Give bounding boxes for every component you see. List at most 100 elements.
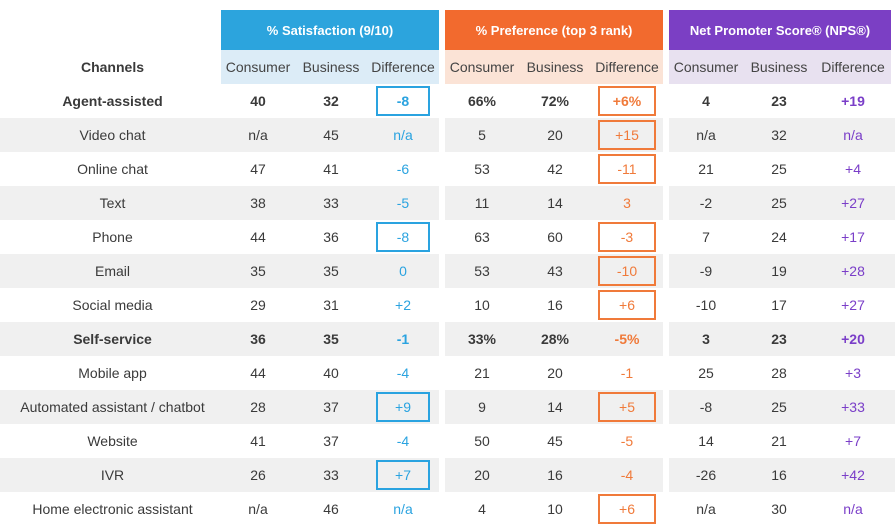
pref-business-cell: 16 [547, 467, 563, 483]
sat-business-cell: 33 [323, 195, 339, 211]
nps-difference-cell: +7 [845, 433, 861, 449]
channel-label: Self-service [73, 331, 152, 347]
pref-business-cell: 14 [547, 399, 563, 415]
pref-business-cell: 10 [547, 501, 563, 517]
sat-consumer-cell: 40 [250, 93, 266, 109]
pref-business-cell: 72% [540, 93, 570, 109]
pref-business-cell: 14 [547, 195, 563, 211]
channel-label: Home electronic assistant [32, 501, 193, 517]
nps-difference-cell: +27 [841, 297, 865, 313]
satisfaction-header: % Satisfaction (9/10) [221, 10, 439, 50]
nps-consumer-cell: -9 [699, 263, 713, 279]
sat-business-cell: 45 [323, 127, 339, 143]
nps-business-header: Business [743, 50, 815, 84]
pref-consumer-cell: 50 [474, 433, 490, 449]
pref-business-cell: 43 [547, 263, 563, 279]
sat-difference-cell: -4 [396, 433, 410, 449]
pref-consumer-cell: 53 [474, 263, 490, 279]
pref-consumer-cell: 10 [474, 297, 490, 313]
nps-consumer-cell: 3 [702, 331, 710, 347]
pref-business-cell: 20 [547, 127, 563, 143]
table-row: Social media 29 31 +2 10 16 +6 -10 17 +27 [0, 288, 895, 322]
nps-business-cell: 32 [771, 127, 787, 143]
sat-difference-cell: +2 [395, 297, 411, 313]
pref-difference-cell: +15 [615, 127, 639, 143]
pref-consumer-cell: 33% [467, 331, 497, 347]
pref-consumer-cell: 53 [474, 161, 490, 177]
channel-label: Online chat [77, 161, 148, 177]
pref-difference-cell: -3 [620, 229, 634, 245]
nps-consumer-cell: -8 [699, 399, 713, 415]
table-row: Automated assistant / chatbot 28 37 +9 9 14 +5… [0, 390, 895, 424]
sat-consumer-cell: 35 [250, 263, 266, 279]
pref-difference-cell: -5 [620, 433, 634, 449]
pref-difference-cell: -4 [620, 467, 634, 483]
channel-label: Phone [92, 229, 133, 245]
sat-consumer-cell: 44 [250, 365, 266, 381]
sat-difference-cell: n/a [393, 501, 413, 517]
sat-consumer-cell: 41 [250, 433, 266, 449]
nps-business-cell: 17 [771, 297, 787, 313]
nps-business-cell: 30 [771, 501, 787, 517]
table-row: Mobile app 44 40 -4 21 20 -1 25 28 +3 [0, 356, 895, 390]
pref-consumer-cell: 5 [478, 127, 486, 143]
table-row: Agent-assisted 40 32 -8 66% 72% +6% 4 23 +19 [0, 84, 895, 118]
sat-difference-cell: -4 [396, 365, 410, 381]
channel-label: Automated assistant / chatbot [20, 399, 205, 415]
channel-label: Email [94, 263, 130, 279]
sat-business-cell: 35 [323, 331, 339, 347]
table-row: Website 41 37 -4 50 45 -5 14 21 +7 [0, 424, 895, 458]
nps-consumer-cell: 25 [698, 365, 714, 381]
nps-consumer-cell: 4 [702, 93, 710, 109]
pref-consumer-cell: 20 [474, 467, 490, 483]
nps-header: Net Promoter Score® (NPS®) [669, 10, 891, 50]
sat-difference-cell: +7 [395, 467, 411, 483]
nps-business-cell: 25 [771, 161, 787, 177]
sat-difference-cell: +9 [395, 399, 411, 415]
nps-difference-cell: +3 [845, 365, 861, 381]
sat-business-cell: 37 [323, 433, 339, 449]
sat-consumer-cell: 28 [250, 399, 266, 415]
nps-business-cell: 16 [771, 467, 787, 483]
pref-consumer-cell: 63 [474, 229, 490, 245]
pref-consumer-cell: 4 [478, 501, 486, 517]
nps-difference-cell: +17 [841, 229, 865, 245]
sat-business-cell: 35 [323, 263, 339, 279]
nps-difference-cell: +42 [841, 467, 865, 483]
table-row: Email 35 35 0 53 43 -10 -9 19 +28 [0, 254, 895, 288]
sat-business-cell: 36 [323, 229, 339, 245]
table-row: Home electronic assistant n/a 46 n/a 4 10 +6 n/… [0, 492, 895, 526]
pref-consumer-header: Consumer [445, 50, 519, 84]
channel-label: Website [87, 433, 138, 449]
pref-business-cell: 16 [547, 297, 563, 313]
pref-difference-cell: +6 [619, 501, 635, 517]
channel-label: Mobile app [78, 365, 147, 381]
nps-consumer-cell: n/a [696, 501, 716, 517]
table-row: Phone 44 36 -8 63 60 -3 7 24 +17 [0, 220, 895, 254]
sat-business-cell: 40 [323, 365, 339, 381]
nps-difference-cell: +4 [845, 161, 861, 177]
nps-consumer-cell: 7 [702, 229, 710, 245]
pref-difference-cell: +6% [612, 93, 642, 109]
sat-difference-cell: n/a [393, 127, 413, 143]
channels-column-header: Channels [80, 59, 144, 75]
sat-consumer-cell: 29 [250, 297, 266, 313]
table-row: Text 38 33 -5 11 14 3 -2 25 +27 [0, 186, 895, 220]
nps-business-cell: 19 [771, 263, 787, 279]
sat-consumer-cell: 36 [250, 331, 266, 347]
group-divider [439, 84, 445, 527]
pref-business-cell: 42 [547, 161, 563, 177]
preference-header: % Preference (top 3 rank) [445, 10, 663, 50]
nps-consumer-cell: -2 [699, 195, 713, 211]
sat-difference-cell: -8 [396, 229, 410, 245]
channel-label: Agent-assisted [62, 93, 163, 109]
table-row: IVR 26 33 +7 20 16 -4 -26 16 +42 [0, 458, 895, 492]
sat-business-cell: 31 [323, 297, 339, 313]
nps-difference-cell: +28 [841, 263, 865, 279]
nps-consumer-cell: n/a [696, 127, 716, 143]
pref-difference-header: Difference [591, 50, 663, 84]
pref-consumer-cell: 66% [467, 93, 497, 109]
nps-difference-header: Difference [815, 50, 891, 84]
group-divider [663, 84, 669, 527]
table-row: Video chat n/a 45 n/a 5 20 +15 n/a 32 n/a [0, 118, 895, 152]
